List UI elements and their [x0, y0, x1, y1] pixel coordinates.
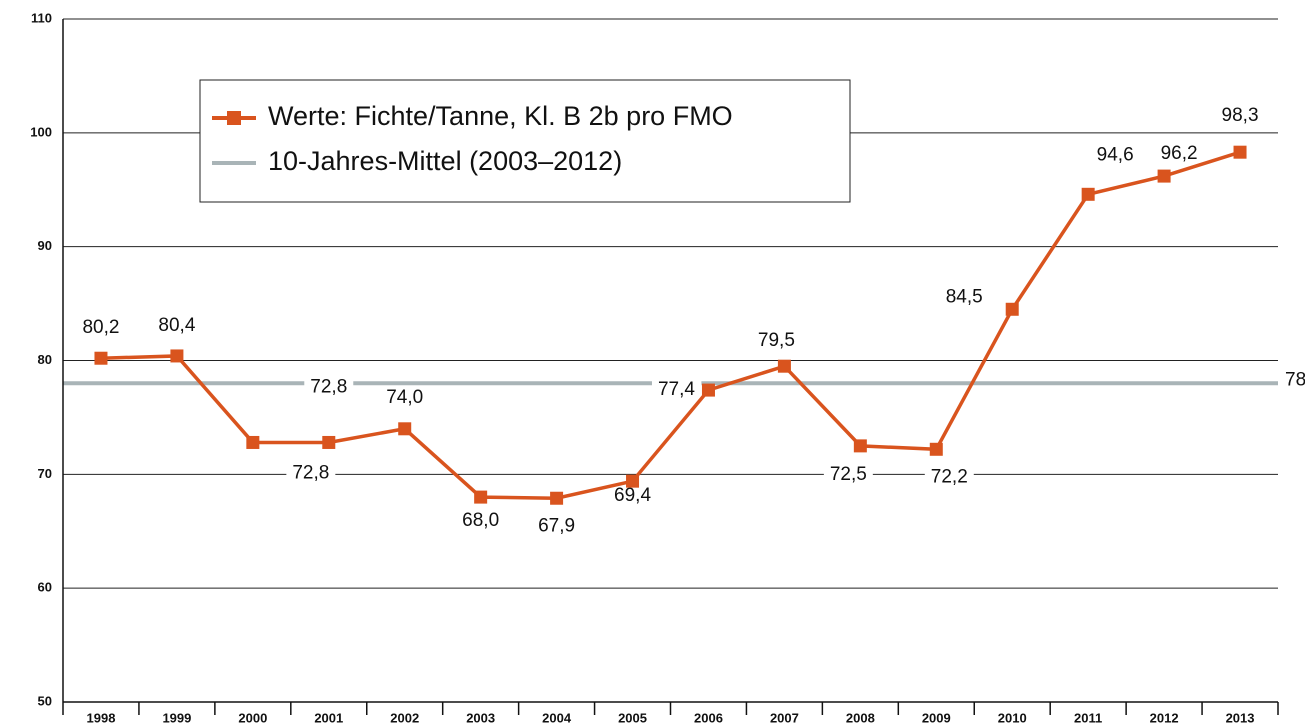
value-label: 67,9 — [538, 515, 575, 536]
x-tick-label: 2008 — [846, 710, 875, 725]
x-tick-label: 2010 — [998, 710, 1027, 725]
label-bg — [380, 386, 430, 408]
x-tick-label: 2006 — [694, 710, 723, 725]
x-tick-label: 2012 — [1150, 710, 1179, 725]
marker — [777, 359, 791, 373]
marker — [94, 351, 108, 365]
label-bg — [608, 485, 658, 507]
value-label: 96,2 — [1161, 143, 1198, 164]
label-bg — [304, 376, 354, 398]
legend: Werte: Fichte/Tanne, Kl. B 2b pro FMO 10-… — [199, 79, 851, 203]
label-bg — [456, 510, 506, 532]
value-label: 69,4 — [614, 485, 651, 506]
x-tick-label: 2011 — [1074, 710, 1102, 725]
reference-label: 78,0 — [1285, 369, 1305, 390]
label-bg — [751, 330, 801, 352]
x-tick-label: 2003 — [466, 710, 495, 725]
y-tick-label: 110 — [31, 10, 52, 25]
marker — [701, 383, 715, 397]
x-tick-label: 2000 — [238, 710, 267, 725]
marker — [170, 349, 184, 363]
marker — [1005, 302, 1019, 316]
legend-box — [199, 79, 851, 203]
value-label: 98,3 — [1222, 105, 1259, 126]
legend-marker — [227, 111, 241, 125]
value-label: 74,0 — [386, 387, 423, 408]
label-bg — [651, 379, 702, 401]
labels: 80,2 80,4 72,8 72,8 74,0 68,0 67,9 69,4 77,4 79,5… — [76, 105, 1265, 537]
marker — [550, 491, 564, 505]
marker — [626, 474, 640, 488]
label-bg — [76, 317, 126, 339]
value-label: 77,4 — [658, 379, 695, 400]
value-label: 72,8 — [310, 376, 347, 397]
marker — [1157, 169, 1171, 183]
marker — [322, 435, 336, 449]
marker — [246, 435, 260, 449]
y-tick-label: 70 — [38, 466, 52, 481]
marker — [1081, 187, 1095, 201]
x-tick-label: 2002 — [390, 710, 419, 725]
marker — [853, 439, 867, 453]
y-tick-label: 80 — [38, 352, 52, 367]
x-tick-label: 2009 — [922, 710, 951, 725]
label-bg — [939, 286, 989, 308]
value-label: 84,5 — [946, 286, 983, 307]
x-tick-label: 2001 — [314, 710, 343, 725]
x-tick-label: 1999 — [162, 710, 191, 725]
y-tick-label: 50 — [38, 693, 52, 708]
x-tick-label: 2013 — [1226, 710, 1255, 725]
marker — [929, 442, 943, 456]
marker — [1233, 145, 1247, 159]
label-bg — [1090, 144, 1140, 166]
data — [94, 145, 1247, 505]
legend-label: Werte: Fichte/Tanne, Kl. B 2b pro FMO — [268, 101, 733, 131]
label-bg — [924, 466, 974, 488]
value-label: 80,2 — [82, 317, 119, 338]
y-tick-label: 90 — [38, 238, 52, 253]
x-tick-label: 2005 — [618, 710, 647, 725]
value-label: 80,4 — [158, 315, 195, 336]
label-bg — [1215, 105, 1265, 127]
value-label: 72,8 — [292, 462, 329, 483]
value-label: 72,5 — [830, 464, 867, 485]
label-bg — [823, 463, 873, 485]
marker — [398, 422, 412, 436]
y-tick-label: 100 — [30, 124, 52, 139]
x-tick-label: 1998 — [87, 710, 116, 725]
x-tick-label: 2007 — [770, 710, 799, 725]
x-tick-label: 2004 — [542, 710, 572, 725]
label-bg — [1154, 143, 1204, 165]
value-label: 72,2 — [931, 466, 968, 487]
series-line — [100, 150, 1241, 500]
legend-label: 10-Jahres-Mittel (2003–2012) — [268, 146, 622, 176]
value-label: 94,6 — [1097, 144, 1134, 165]
y-tick-label: 60 — [38, 580, 52, 595]
label-bg — [286, 462, 336, 484]
label-bg — [532, 515, 582, 537]
value-label: 68,0 — [462, 510, 499, 531]
label-bg — [152, 314, 202, 336]
marker — [474, 490, 488, 504]
value-label: 79,5 — [758, 330, 795, 351]
